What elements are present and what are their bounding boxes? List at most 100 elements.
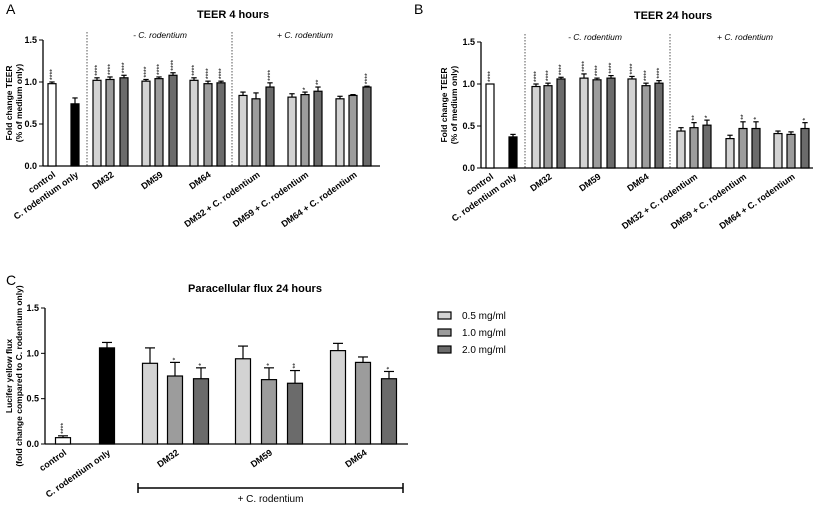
bar bbox=[141, 362, 159, 445]
significance-marker: * bbox=[705, 115, 712, 118]
bar bbox=[260, 379, 278, 445]
significance-marker: ** bbox=[692, 115, 699, 121]
y-tick-label: 1.5 bbox=[26, 303, 39, 313]
y-tick-label: 1.0 bbox=[462, 79, 475, 89]
bar bbox=[168, 74, 178, 167]
significance-marker: * bbox=[754, 117, 761, 120]
y-axis-label-line: (% of medium only) bbox=[14, 64, 24, 143]
bar bbox=[154, 78, 164, 167]
significance-marker: **** bbox=[206, 68, 213, 79]
bar bbox=[92, 79, 102, 167]
bracket-label: + C. rodentium bbox=[238, 494, 304, 505]
bar bbox=[141, 80, 151, 167]
y-axis-label: Fold change TEER(% of medium only) bbox=[439, 66, 459, 145]
bar bbox=[189, 79, 199, 167]
bar bbox=[485, 83, 495, 169]
bar bbox=[105, 78, 115, 167]
panel-A: A TEER 4 hours 0.0 0.5 1.0 1.5 Fold change TEE… bbox=[4, 1, 380, 229]
significance-marker: ** bbox=[741, 114, 748, 120]
legend-swatch bbox=[437, 345, 452, 354]
y-tick-label: 0.5 bbox=[462, 121, 475, 131]
x-tick-label: DM64 bbox=[343, 447, 368, 469]
y-axis-label-line: (fold change compared to C. rodentium on… bbox=[14, 285, 24, 467]
y-tick-label: 1.0 bbox=[26, 348, 39, 358]
significance-marker: **** bbox=[192, 65, 199, 76]
y-tick-label: 0.0 bbox=[26, 439, 39, 449]
bar bbox=[786, 133, 796, 169]
significance-marker: **** bbox=[95, 65, 102, 76]
x-tick-label: DM59 bbox=[139, 169, 164, 191]
bar bbox=[300, 93, 310, 167]
bar bbox=[287, 96, 297, 167]
y-tick-label: 0.0 bbox=[24, 161, 37, 171]
bar bbox=[98, 347, 116, 445]
group-header: + C. rodentium bbox=[717, 32, 773, 42]
group-header: + C. rodentium bbox=[277, 30, 333, 40]
legend-label: 1.0 mg/ml bbox=[462, 328, 506, 339]
bar bbox=[348, 94, 358, 167]
bar bbox=[265, 86, 275, 167]
y-tick-label: 1.0 bbox=[24, 77, 37, 87]
chart-title: Paracellular flux 24 hours bbox=[188, 283, 322, 295]
bar bbox=[166, 375, 184, 445]
panel-letter: C bbox=[6, 272, 16, 288]
y-axis-label-line: (% of medium only) bbox=[449, 66, 459, 145]
x-tick-label: control bbox=[37, 447, 68, 473]
significance-marker: **** bbox=[534, 71, 541, 82]
significance-marker: **** bbox=[50, 69, 57, 80]
significance-marker: * bbox=[303, 87, 310, 90]
y-axis-label-line: Lucifer yellow flux bbox=[4, 339, 14, 413]
significance-marker: * bbox=[173, 357, 180, 360]
y-axis-label-line: Fold change TEER bbox=[4, 65, 14, 140]
legend-swatch bbox=[437, 311, 452, 320]
bar bbox=[47, 83, 57, 167]
significance-marker: **** bbox=[61, 423, 68, 434]
bar bbox=[592, 79, 602, 169]
significance-marker: ** bbox=[316, 79, 323, 85]
x-tick-label: DM32 bbox=[155, 447, 180, 469]
significance-marker: ** bbox=[293, 363, 300, 369]
significance-marker: **** bbox=[582, 61, 589, 72]
panel-B: B TEER 24 hours 0.0 0.5 1.0 1.5 Fold change TE… bbox=[414, 1, 813, 231]
y-tick-label: 1.5 bbox=[462, 37, 475, 47]
bar bbox=[203, 83, 213, 167]
bar bbox=[335, 98, 345, 167]
x-tick-label: DM64 bbox=[625, 171, 650, 193]
bar bbox=[689, 127, 699, 169]
bar bbox=[641, 85, 651, 169]
bar bbox=[362, 86, 372, 167]
group-header: - C. rodentium bbox=[133, 30, 187, 40]
significance-marker: **** bbox=[171, 60, 178, 71]
significance-marker: **** bbox=[108, 64, 115, 75]
y-tick-label: 0.0 bbox=[462, 163, 475, 173]
bar bbox=[119, 77, 129, 167]
bar bbox=[751, 127, 761, 169]
significance-marker: * bbox=[199, 363, 206, 366]
significance-marker: **** bbox=[144, 66, 151, 77]
bar bbox=[54, 437, 72, 445]
x-tick-label: DM32 bbox=[90, 169, 115, 191]
bar bbox=[251, 98, 261, 167]
panel-letter: B bbox=[414, 1, 423, 17]
significance-marker: * bbox=[803, 118, 810, 121]
bar bbox=[286, 382, 304, 445]
significance-marker: **** bbox=[122, 62, 129, 73]
legend-swatch bbox=[437, 328, 452, 337]
y-tick-label: 0.5 bbox=[26, 394, 39, 404]
panel-letter: A bbox=[6, 1, 16, 17]
significance-marker: **** bbox=[268, 70, 275, 81]
bar bbox=[773, 132, 783, 169]
bar bbox=[627, 78, 637, 169]
bar bbox=[579, 77, 589, 169]
bar bbox=[531, 85, 541, 169]
x-tick-label: DM59 bbox=[249, 447, 274, 469]
bar bbox=[313, 90, 323, 167]
y-axis-label: Fold change TEER(% of medium only) bbox=[4, 64, 24, 143]
significance-marker: **** bbox=[546, 70, 553, 81]
bar bbox=[234, 358, 252, 445]
bar bbox=[380, 378, 398, 445]
significance-marker: **** bbox=[488, 71, 495, 82]
bar bbox=[238, 94, 248, 167]
y-axis-label: Lucifer yellow flux(fold change compared… bbox=[4, 285, 24, 467]
